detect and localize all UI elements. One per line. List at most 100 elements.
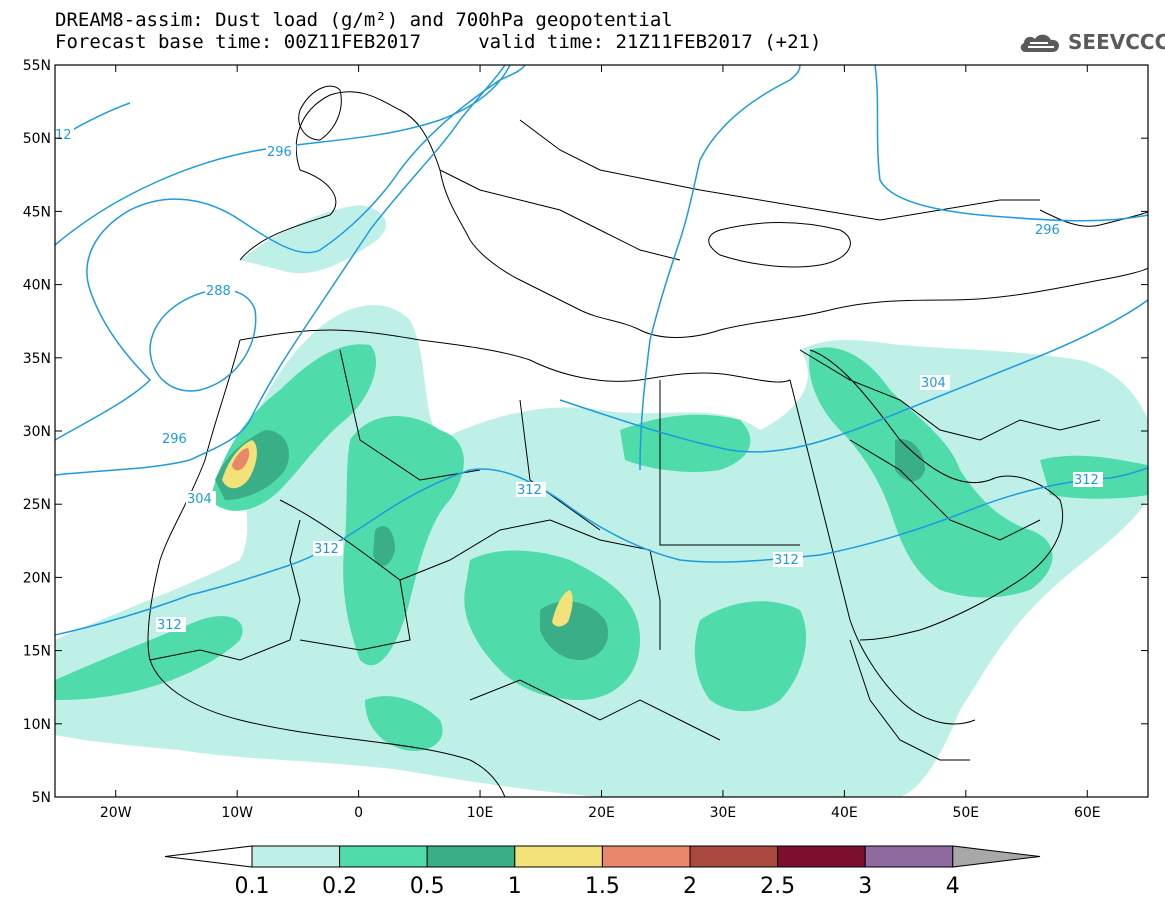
lon-label: 20E [588, 805, 615, 821]
coastline-africa-west [147, 339, 506, 797]
dust-region-medium-6 [809, 347, 1053, 598]
lat-label: 20N [23, 570, 51, 586]
dust-region-medium-9 [365, 696, 443, 751]
colorbar-labels: 0.1 0.2 0.5 1 1.5 2 2.5 3 4 [235, 874, 960, 899]
colorbar-segment [251, 845, 341, 868]
colorbar-over-arrow [952, 845, 1041, 868]
lat-label: 55N [23, 58, 51, 74]
contour-label-group: 12 296 296 288 296 304 304 312 312 312 3… [52, 127, 1103, 633]
lon-label: 20W [100, 805, 132, 821]
lon-label: 40E [831, 805, 858, 821]
lon-label: 60E [1074, 805, 1101, 821]
border-middleeast [799, 349, 1101, 441]
contour-label: 304 [187, 492, 212, 507]
border-east-europe [519, 119, 1040, 221]
border-central-europe [439, 169, 681, 261]
lat-label: 50N [23, 131, 51, 147]
dust-region-light-north [240, 205, 387, 274]
contour-304-mid [639, 65, 801, 471]
coastline-europe [239, 91, 1148, 338]
contour-label: 288 [206, 284, 231, 299]
lat-label: 5N [32, 790, 51, 806]
logo-text: SEEVCCC [1068, 30, 1165, 54]
colorbar-label: 4 [946, 874, 960, 899]
dust-region-medium-4 [694, 601, 807, 712]
lat-label: 15N [23, 644, 51, 660]
axis-ticks [55, 64, 1148, 798]
lat-label: 30N [23, 424, 51, 440]
border-horn-africa [849, 639, 970, 761]
lon-label: 30E [710, 805, 737, 821]
dust-region-yellow-2 [552, 590, 573, 627]
lon-axis-labels: 20W 10W 0 10E 20E 30E 40E 50E 60E [100, 805, 1101, 821]
contour-312-main [55, 467, 1148, 636]
contour-304-east [559, 299, 1148, 453]
contour-304-west [55, 65, 506, 476]
contour-288 [149, 288, 257, 392]
border-egypt [659, 380, 800, 546]
colorbar-under-arrow [164, 845, 253, 868]
colorbar-label: 0.5 [410, 874, 445, 899]
coastline-redsea [789, 379, 976, 725]
contour-296-east [874, 65, 1148, 222]
forecast-time-line: Forecast base time: 00Z11FEB2017 valid t… [55, 31, 822, 53]
chart-title: DREAM8-assim: Dust load (g/m²) and 700hP… [55, 9, 673, 31]
colorbar-segment [601, 845, 691, 868]
contour-label: 12 [55, 128, 72, 143]
contour-label: 304 [921, 376, 946, 391]
colorbar-label: 1 [508, 874, 522, 899]
dust-region-dark-3 [895, 439, 925, 482]
lon-label: 10E [467, 805, 494, 821]
colorbar-label: 0.2 [322, 874, 357, 899]
border-algeria [339, 349, 481, 481]
contour-label: 312 [517, 483, 542, 498]
dust-region-dark-4 [373, 526, 395, 566]
lat-label: 10N [23, 717, 51, 733]
contour-label: 296 [267, 145, 292, 160]
contour-296-west [55, 65, 526, 441]
dust-load-layer [55, 205, 1148, 797]
border-arabia [849, 439, 1041, 541]
dust-region-medium-8 [55, 616, 243, 700]
coastline-uk [298, 85, 342, 141]
lon-label: 0 [354, 805, 363, 821]
colorbar-label: 0.1 [235, 874, 270, 899]
border-sahara-2 [299, 579, 411, 651]
cloud-logo-icon [1020, 34, 1060, 52]
colorbar-segment [426, 845, 516, 868]
dust-region-salmon [232, 448, 250, 471]
lon-label: 50E [952, 805, 979, 821]
lat-label: 45N [23, 204, 51, 220]
geopotential-contours [55, 65, 1148, 636]
coastline-caspian [1039, 209, 1148, 227]
coastline-arabia [809, 349, 1064, 641]
contour-label: 312 [774, 553, 799, 568]
coastline-africa-north [239, 329, 791, 383]
contour-label: 296 [162, 432, 187, 447]
colorbar-label: 1.5 [585, 874, 620, 899]
contour-label: 312 [1074, 473, 1099, 488]
border-west-africa [149, 519, 301, 661]
dust-region-medium-5 [620, 414, 751, 472]
dust-region-medium-2 [343, 416, 464, 666]
border-central-africa [469, 679, 721, 741]
lon-label: 10W [221, 805, 253, 821]
border-libya [519, 399, 601, 531]
contour-label: 312 [157, 618, 182, 633]
lat-label: 40N [23, 278, 51, 294]
colorbar-segment [689, 845, 779, 868]
lat-axis-labels: 55N 50N 45N 40N 35N 30N 25N 20N 15N 10N 5N [23, 58, 51, 806]
colorbar-segment [514, 845, 603, 868]
lat-label: 35N [23, 351, 51, 367]
colorbar-label: 2.5 [760, 874, 795, 899]
colorbar-segment [339, 845, 428, 868]
contour-label: 296 [1035, 223, 1060, 238]
colorbar-segment [864, 845, 954, 868]
coastline-blacksea [708, 222, 851, 268]
colorbar-label: 2 [683, 874, 697, 899]
colorbar [164, 845, 1041, 868]
borders-layer [147, 85, 1148, 797]
colorbar-label: 3 [858, 874, 872, 899]
lat-label: 25N [23, 497, 51, 513]
colorbar-segment [777, 845, 866, 868]
